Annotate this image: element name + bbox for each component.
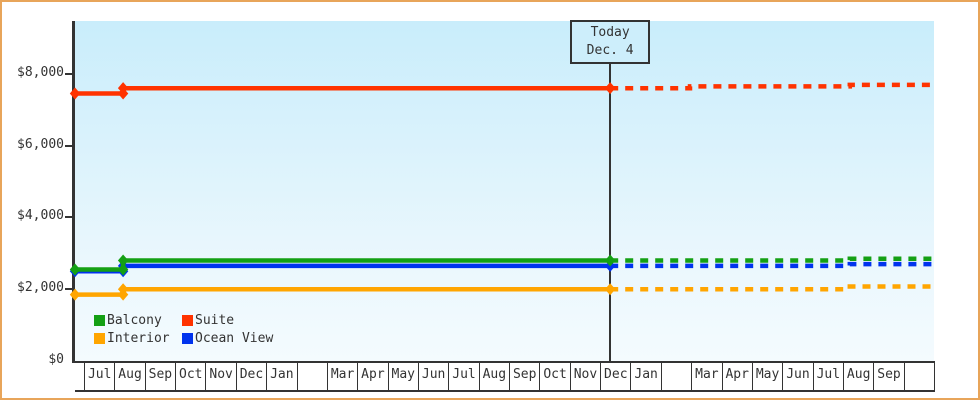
today-vertical-line [609, 61, 612, 361]
month-cell-blank [661, 363, 693, 392]
y-axis-tick-mark [65, 72, 72, 75]
month-cell-oct: Oct [176, 363, 207, 392]
month-cell-sep: Sep [510, 363, 541, 392]
interior-projected-line [610, 284, 934, 292]
suite-data-marker [117, 82, 129, 95]
legend-item-balcony: Balcony [94, 313, 182, 328]
month-cell-mar: Mar [327, 363, 359, 392]
month-cell-jul: Jul [85, 363, 116, 392]
y-axis-tick-label: $8,000 [17, 64, 64, 80]
balcony-data-marker [604, 254, 616, 267]
interior-price-line [75, 286, 611, 297]
month-cell-may: May [388, 363, 419, 392]
y-axis-tick-mark [65, 144, 72, 147]
legend-label-ocean-view: Ocean View [195, 331, 274, 346]
month-cell-blank [904, 363, 936, 392]
suite-color-swatch [182, 315, 193, 326]
suite-projected-line [610, 82, 934, 91]
balcony-color-swatch [94, 315, 105, 326]
legend-label-interior: Interior [107, 331, 170, 346]
y-axis-tick-label: $0 [48, 352, 64, 367]
legend-label-suite: Suite [195, 313, 235, 328]
interior-data-marker [69, 288, 81, 301]
month-cell-dec: Dec [236, 363, 268, 392]
month-cell-mar: Mar [692, 363, 723, 392]
chart-plot-area [75, 21, 934, 362]
y-axis-line [72, 21, 75, 363]
month-cell-spacer [75, 363, 85, 392]
balcony-data-marker [117, 254, 129, 267]
x-axis-month-row: Jul Aug Sep Oct Nov Dec Jan Mar Apr May Jun Jul Aug S… [75, 361, 936, 392]
month-cell-jun: Jun [418, 363, 450, 392]
ocean_view-projected-line [610, 261, 934, 269]
chart-legend: Balcony Suite Interior Ocean View [94, 313, 273, 346]
legend-label-balcony: Balcony [107, 313, 162, 328]
month-cell-nov: Nov [570, 363, 602, 392]
month-cell-jan: Jan [631, 363, 662, 392]
suite-data-marker [604, 82, 616, 95]
month-cell-jan: Jan [267, 363, 298, 392]
legend-item-ocean-view: Ocean View [182, 331, 273, 346]
legend-item-interior: Interior [94, 331, 182, 346]
y-axis-tick-mark [65, 288, 72, 291]
y-axis-tick-label: $2,000 [17, 280, 64, 296]
interior-color-swatch [94, 333, 105, 344]
balcony-projected-line [610, 256, 934, 263]
ocean_view-price-line [75, 263, 611, 274]
month-cell-jul: Jul [813, 363, 844, 392]
interior-data-marker [604, 283, 616, 296]
month-cell-blank [297, 363, 328, 392]
month-cell-jun: Jun [783, 363, 814, 392]
interior-data-marker [117, 283, 129, 296]
month-cell-sep: Sep [874, 363, 905, 392]
month-cell-jul: Jul [449, 363, 480, 392]
suite-data-marker [69, 87, 81, 100]
month-cell-apr: Apr [358, 363, 389, 392]
y-axis-tick-mark [65, 216, 72, 219]
ocean-view-color-swatch [182, 333, 193, 344]
today-marker-box: Today Dec. 4 [570, 20, 651, 64]
month-cell-aug: Aug [115, 363, 146, 392]
today-label: Today [590, 25, 630, 40]
month-cell-nov: Nov [206, 363, 237, 392]
today-date: Dec. 4 [586, 43, 634, 58]
suite-price-line [75, 85, 611, 96]
y-axis-tick-label: $6,000 [17, 136, 64, 152]
month-cell-aug: Aug [479, 363, 511, 392]
month-cell-dec: Dec [601, 363, 632, 392]
month-cell-may: May [752, 363, 784, 392]
month-cell-aug: Aug [843, 363, 875, 392]
chart-lines [69, 82, 934, 301]
balcony-data-marker [117, 263, 129, 276]
month-cell-sep: Sep [145, 363, 177, 392]
balcony-data-marker [69, 263, 81, 276]
month-cell-oct: Oct [540, 363, 571, 392]
month-cell-apr: Apr [722, 363, 753, 392]
legend-item-suite: Suite [182, 313, 273, 328]
y-axis-tick-label: $4,000 [17, 208, 64, 224]
